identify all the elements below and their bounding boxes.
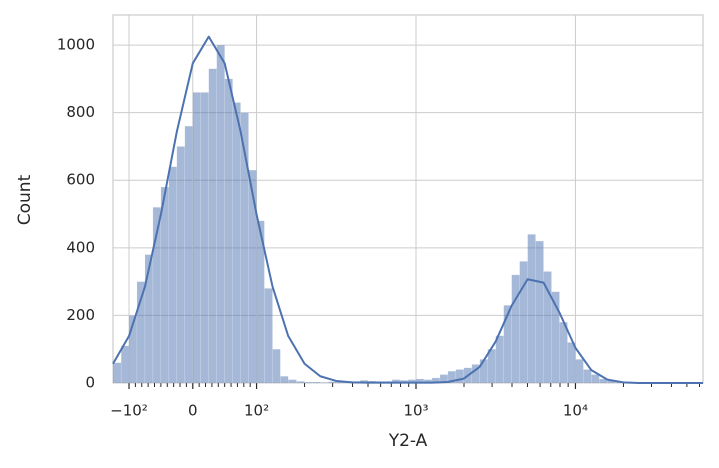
bar bbox=[264, 288, 273, 384]
x-axis-label: Y2-A bbox=[388, 431, 428, 451]
x-tick-label: 10⁴ bbox=[563, 402, 588, 420]
x-tick-label: 10³ bbox=[403, 402, 428, 420]
bar bbox=[168, 166, 178, 384]
bar bbox=[527, 234, 536, 384]
bar bbox=[160, 186, 170, 384]
bar bbox=[479, 359, 488, 384]
bar bbox=[320, 382, 329, 384]
bar bbox=[112, 362, 122, 384]
y-tick-label: 800 bbox=[66, 103, 95, 121]
bar bbox=[192, 92, 202, 384]
bar bbox=[312, 381, 321, 384]
bar bbox=[280, 375, 289, 384]
bar bbox=[575, 359, 584, 384]
bar bbox=[287, 379, 297, 384]
bar bbox=[328, 381, 337, 384]
y-tick-label: 0 bbox=[85, 374, 95, 392]
bar bbox=[559, 321, 568, 384]
bar bbox=[535, 240, 544, 384]
bar bbox=[591, 374, 600, 384]
bar bbox=[176, 146, 186, 384]
bar bbox=[583, 369, 592, 384]
bar bbox=[495, 335, 504, 384]
bar bbox=[304, 381, 313, 384]
bar bbox=[511, 274, 520, 384]
x-tick-label: 10² bbox=[244, 402, 269, 420]
bar bbox=[248, 169, 257, 384]
kde-line bbox=[112, 35, 703, 384]
bar bbox=[136, 281, 146, 384]
x-tick-label: 0 bbox=[188, 402, 198, 420]
y-tick-label: 600 bbox=[66, 171, 95, 189]
bar bbox=[487, 348, 496, 384]
bar bbox=[216, 44, 225, 384]
bar bbox=[120, 345, 130, 384]
bar bbox=[144, 254, 154, 384]
y-tick-label: 400 bbox=[66, 238, 95, 256]
bar bbox=[208, 68, 217, 384]
bar bbox=[232, 102, 241, 384]
bar bbox=[272, 348, 281, 384]
y-tick-label: 200 bbox=[66, 306, 95, 324]
bar bbox=[567, 342, 576, 384]
bar bbox=[224, 78, 233, 384]
y-tick-label: 1000 bbox=[57, 36, 95, 54]
x-tick-label: −10² bbox=[110, 402, 148, 420]
bar bbox=[184, 125, 194, 384]
bar bbox=[599, 378, 608, 384]
bar bbox=[296, 381, 305, 384]
bar bbox=[200, 92, 209, 384]
y-axis-label: Count bbox=[15, 174, 35, 225]
